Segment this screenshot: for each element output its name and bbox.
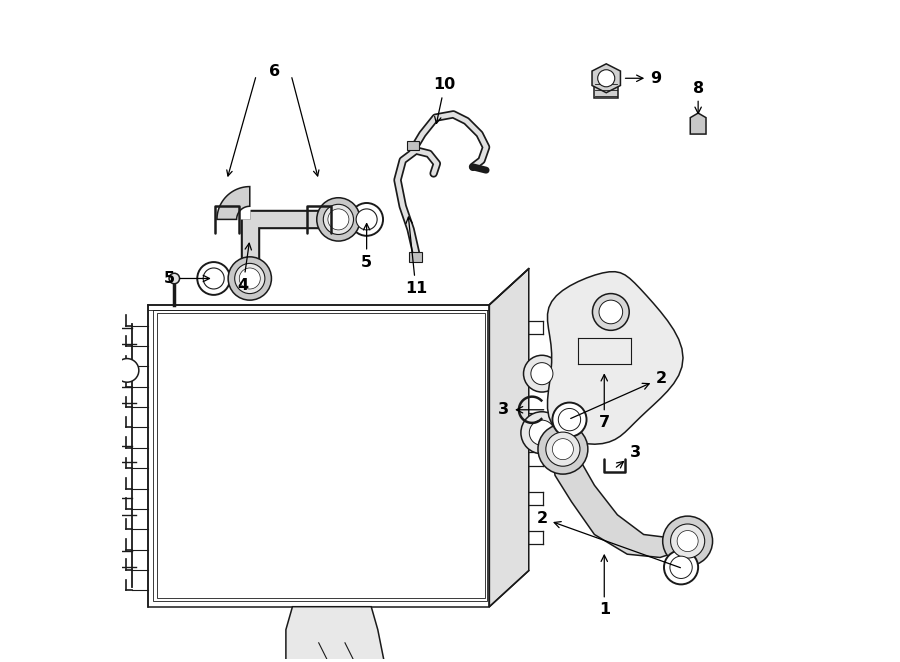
Text: 2: 2 xyxy=(536,510,680,568)
Text: 9: 9 xyxy=(626,71,661,86)
Circle shape xyxy=(239,268,260,289)
Bar xyxy=(408,141,419,150)
Circle shape xyxy=(558,408,580,431)
Circle shape xyxy=(350,203,383,236)
Polygon shape xyxy=(690,113,706,134)
Circle shape xyxy=(553,439,573,459)
Text: 4: 4 xyxy=(238,243,251,293)
Text: 5: 5 xyxy=(361,224,373,269)
Text: 7: 7 xyxy=(598,375,610,430)
Circle shape xyxy=(169,273,179,284)
Text: 10: 10 xyxy=(434,77,456,123)
Circle shape xyxy=(356,209,377,230)
Text: 1: 1 xyxy=(598,555,610,618)
Circle shape xyxy=(317,198,360,241)
Circle shape xyxy=(592,293,629,330)
Circle shape xyxy=(529,420,554,446)
Circle shape xyxy=(670,524,705,558)
Bar xyxy=(410,252,422,262)
Text: 5: 5 xyxy=(164,271,210,286)
Polygon shape xyxy=(552,443,689,557)
Polygon shape xyxy=(217,187,250,219)
Polygon shape xyxy=(490,269,529,606)
Circle shape xyxy=(670,556,692,579)
Text: 3: 3 xyxy=(616,445,641,468)
Circle shape xyxy=(553,402,587,437)
Circle shape xyxy=(598,70,615,87)
Circle shape xyxy=(662,516,713,566)
Circle shape xyxy=(235,263,265,293)
Bar xyxy=(594,78,618,98)
Polygon shape xyxy=(592,64,620,93)
Circle shape xyxy=(677,530,698,551)
Text: 6: 6 xyxy=(268,64,280,79)
Circle shape xyxy=(203,268,224,289)
Text: 2: 2 xyxy=(571,371,667,418)
Text: 11: 11 xyxy=(405,217,427,296)
Polygon shape xyxy=(148,305,490,606)
Polygon shape xyxy=(547,271,683,444)
Text: 3: 3 xyxy=(499,402,544,417)
Circle shape xyxy=(599,300,623,324)
Circle shape xyxy=(545,432,580,466)
Circle shape xyxy=(323,205,354,234)
Circle shape xyxy=(531,363,553,385)
Circle shape xyxy=(228,257,272,300)
Circle shape xyxy=(521,412,562,453)
Circle shape xyxy=(524,355,561,392)
Circle shape xyxy=(538,424,588,474)
Polygon shape xyxy=(286,606,384,662)
Circle shape xyxy=(664,550,698,585)
Circle shape xyxy=(115,359,139,382)
Text: 8: 8 xyxy=(693,81,704,113)
Circle shape xyxy=(328,209,349,230)
Circle shape xyxy=(197,262,230,295)
